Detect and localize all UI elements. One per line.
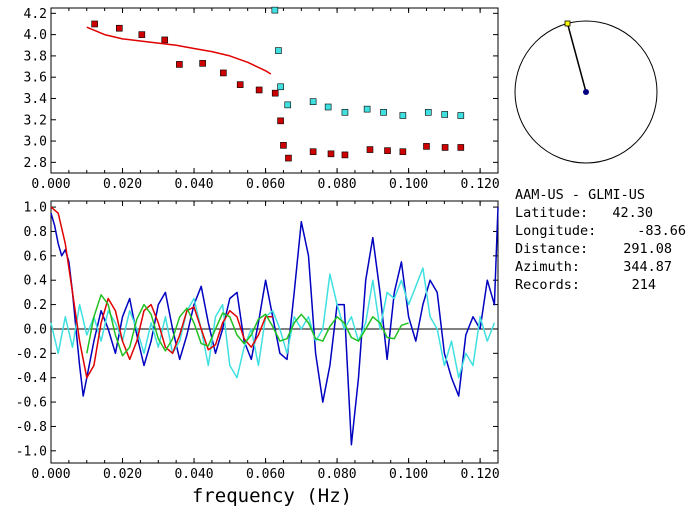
top-data-point [199,60,206,67]
bottom-x-ticks: 0.000 0.020 0.040 0.060 0.080 0.100 0.120 [31,201,500,482]
bottom-y-tick-label: -0.4 [16,371,47,386]
top-y-tick-label: 3.6 [24,71,47,86]
top-data-point [384,147,391,154]
top-data-point [277,83,284,91]
top-data-point [275,47,282,54]
station-info: AAM-US - GLMI-US Latitude: 42.30 Longitu… [515,187,686,293]
azimuth-compass [514,20,658,164]
bottom-y-tick-label: 0.2 [24,298,47,313]
top-data-point [441,144,449,151]
top-x-ticks: 0.000 0.020 0.040 0.060 0.080 0.100 0.120 [31,8,500,192]
records-label: Records: [515,277,580,293]
top-data-point [399,112,407,119]
bottom-x-tick-label: 0.040 [174,467,213,482]
top-data-point [176,61,183,68]
bottom-x-tick-label: 0.060 [246,467,285,482]
latitude-label: Latitude: [515,205,588,221]
top-data-point [277,117,284,125]
top-y-tick-label: 2.8 [24,156,47,171]
bottom-y-tick-label: -0.6 [16,396,47,411]
top-y-tick-label: 4.2 [24,7,47,22]
compass-center [583,89,589,95]
top-data-point [380,109,387,116]
bottom-x-tick-label: 0.100 [389,467,428,482]
top-data-point [324,103,332,111]
top-data-point [138,31,146,38]
top-data-point [280,142,287,149]
bottom-x-tick-label: 0.020 [103,467,142,482]
top-x-tick-label: 0.060 [246,177,285,192]
bottom-x-tick-label: 0.120 [461,467,500,482]
top-data-point [236,81,244,88]
top-data-point [255,86,263,94]
top-data-point [363,105,371,113]
bottom-y-tick-label: 0.4 [24,274,48,289]
bottom-series-line-2 [50,206,273,379]
top-data-point [441,111,449,118]
top-data-point [285,154,292,162]
top-x-tick-label: 0.120 [461,177,500,192]
top-data-point [327,150,335,158]
top-y-tick-label: 3.2 [24,113,47,128]
top-data-point [341,151,349,159]
bottom-y-tick-label: -0.2 [16,347,47,362]
longitude-label: Longitude: [515,223,596,239]
top-data-point [309,98,317,105]
bottom-x-tick-label: 0.000 [31,467,70,482]
top-data-point [220,69,227,77]
top-data-point [423,143,430,150]
top-y-tick-label: 3.0 [24,135,47,150]
compass-needle [566,23,587,93]
top-data-point [271,89,279,97]
top-y-tick-label: 3.8 [24,49,47,64]
top-x-tick-label: 0.020 [103,177,142,192]
top-series-line-2 [86,26,272,75]
top-data-point [399,148,407,156]
latitude-value: 42.30 [612,205,653,221]
top-data-point [424,109,432,116]
top-x-tick-label: 0.040 [174,177,213,192]
top-data-point [309,148,317,156]
bottom-y-tick-label: 1.0 [24,201,47,216]
bottom-series-line-1 [50,267,496,379]
top-y-tick-label: 3.4 [24,92,48,107]
azimuth-value: 344.87 [623,259,672,275]
distance-label: Distance: [515,241,588,257]
bottom-y-tick-label: -1.0 [16,444,47,459]
top-data-point [161,36,169,44]
top-data-point [457,112,465,119]
records-value: 214 [632,277,656,293]
bottom-y-tick-label: 0.8 [24,225,47,240]
bottom-series-line-0 [50,207,499,446]
compass-needle-tip [564,20,571,27]
top-data-point [457,144,465,151]
distance-value: 291.08 [623,241,672,257]
top-y-ticks: 4.2 4.0 3.8 3.6 3.4 3.2 3.0 2.8 [24,7,498,171]
top-data-point [341,109,349,116]
top-data-point [116,24,123,32]
x-axis-label: frequency (Hz) [192,485,352,507]
azimuth-label: Azimuth: [515,259,580,275]
top-x-tick-label: 0.100 [389,177,428,192]
bottom-x-tick-label: 0.080 [318,467,357,482]
top-data-point [366,146,374,153]
top-data-point [91,20,98,28]
compass-ring [514,20,658,164]
station-pair: AAM-US - GLMI-US [515,187,645,203]
top-chart-plot [86,6,465,162]
bottom-y-tick-label: 0.0 [24,322,47,337]
top-data-point [271,6,279,14]
bottom-series-line-3 [86,294,409,357]
top-x-tick-label: 0.080 [318,177,357,192]
bottom-chart-plot [50,206,499,446]
longitude-value: -83.66 [637,223,686,239]
top-y-tick-label: 4.0 [24,28,47,43]
bottom-y-tick-label: 0.6 [24,249,47,264]
top-data-point [284,101,292,109]
bottom-y-ticks: 1.0 0.8 0.6 0.4 0.2 0.0 -0.2 -0.4 -0.6 -0.8 -1.0 [16,201,498,459]
bottom-chart-frame [50,200,499,464]
top-x-tick-label: 0.000 [31,177,70,192]
bottom-y-tick-label: -0.8 [16,420,47,435]
